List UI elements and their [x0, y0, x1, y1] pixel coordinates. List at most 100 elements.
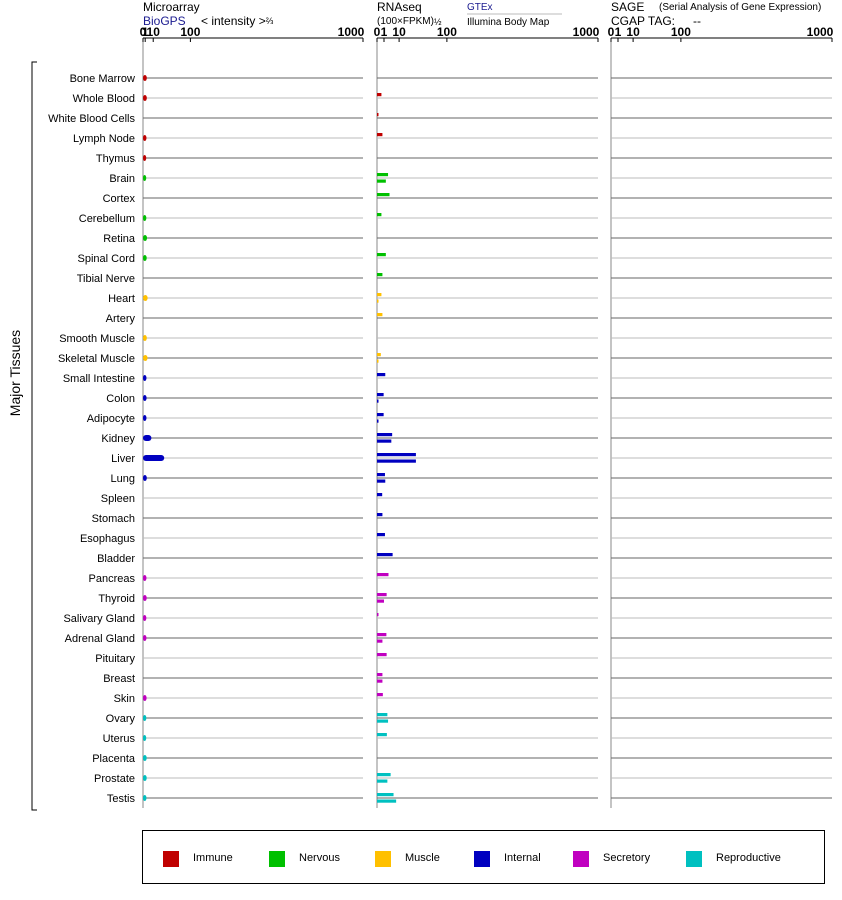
microarray-bar: [143, 595, 147, 601]
microarray-unit-exponent: ⅔: [265, 16, 274, 26]
microarray-bar: [143, 415, 147, 421]
microarray-bar: [143, 75, 147, 81]
rnaseq-ibm-bar: [377, 459, 416, 463]
rnaseq-gtex-bar: [377, 273, 383, 277]
microarray-bar: [143, 335, 147, 341]
rnaseq-unit-text: (100×FPKM): [377, 16, 434, 27]
rnaseq-gtex-bar: [377, 653, 387, 657]
rnaseq-tick-label-0: 0: [374, 25, 381, 39]
rnaseq-gtex-bar: [377, 453, 416, 457]
tissue-label: Stomach: [92, 513, 135, 525]
rnaseq-gtex-bar: [377, 393, 384, 397]
biogps-link[interactable]: BioGPS: [143, 14, 186, 28]
tissue-label: Adrenal Gland: [65, 633, 135, 645]
rnaseq-ibm-bar: [377, 779, 388, 783]
rnaseq-gtex-bar: [377, 433, 393, 437]
tissue-label: Lymph Node: [73, 133, 135, 145]
microarray-bar: [143, 155, 147, 161]
rnaseq-gtex-bar: [377, 533, 385, 537]
microarray-tick-label-0: 0: [140, 25, 147, 39]
rnaseq-ibm-bar: [377, 359, 379, 363]
legend-swatch-immune: [163, 851, 179, 867]
rnaseq-tick-label-1000: 1000: [573, 25, 600, 39]
tissue-label: Small Intestine: [63, 373, 135, 385]
major-tissues-bracket: [31, 61, 37, 811]
rnaseq-gtex-bar: [377, 173, 389, 177]
sage-tick-label-1000: 1000: [807, 25, 834, 39]
legend-swatch-internal: [474, 851, 490, 867]
rnaseq-gtex-bar: [377, 313, 383, 317]
rnaseq-gtex-bar: [377, 293, 382, 297]
rnaseq-gtex-bar: [377, 213, 382, 217]
rnaseq-gtex-bar: [377, 613, 379, 617]
microarray-bar: [143, 615, 147, 621]
tissue-label: Kidney: [101, 433, 135, 445]
rnaseq-ibm-bar: [377, 679, 383, 683]
tissue-label: Colon: [106, 393, 135, 405]
tissue-label: Spinal Cord: [78, 253, 135, 265]
sage-tick-label-1: 1: [615, 25, 622, 39]
microarray-tick-label-10: 10: [147, 25, 161, 39]
legend-label-secretory: Secretory: [603, 852, 651, 864]
legend-swatch-secretory: [573, 851, 589, 867]
tissue-label: Lung: [111, 473, 135, 485]
rnaseq-gtex-bar: [377, 93, 382, 97]
tissue-label: Artery: [106, 313, 136, 325]
microarray-bar: [143, 355, 148, 361]
rnaseq-gtex-bar: [377, 693, 383, 697]
tissue-label: Salivary Gland: [63, 613, 135, 625]
rnaseq-unit: (100×FPKM)½: [377, 15, 441, 29]
legend-label-nervous: Nervous: [299, 852, 340, 864]
sage-tick-label-10: 10: [626, 25, 640, 39]
tissue-label: Retina: [103, 233, 136, 245]
microarray-bar: [143, 695, 147, 701]
tissue-label: Bone Marrow: [70, 73, 135, 85]
microarray-bar: [143, 635, 147, 641]
microarray-bar: [143, 95, 147, 101]
sage-title: SAGE: [611, 0, 645, 14]
microarray-bar: [143, 295, 148, 301]
cgap-tag-value: --: [693, 14, 701, 28]
rnaseq-ibm-bar: [377, 419, 379, 423]
microarray-title: Microarray: [143, 0, 200, 14]
rnaseq-ibm-bar: [377, 179, 386, 183]
tissue-label: Heart: [108, 293, 135, 305]
rnaseq-gtex-bar: [377, 773, 391, 777]
rnaseq-gtex-bar: [377, 673, 383, 677]
tissue-label: Liver: [111, 453, 135, 465]
microarray-bar: [143, 775, 147, 781]
rnaseq-title: RNAseq: [377, 0, 422, 14]
rnaseq-gtex-bar: [377, 713, 388, 717]
microarray-tick-label-1: 1: [142, 25, 149, 39]
rnaseq-ibm-bar: [377, 439, 392, 443]
tissue-label: Spleen: [101, 493, 135, 505]
legend-swatch-muscle: [375, 851, 391, 867]
legend-label-reproductive: Reproductive: [716, 852, 781, 864]
rnaseq-gtex-bar: [377, 733, 387, 737]
tissue-label: Ovary: [106, 713, 136, 725]
tissue-label: Skin: [114, 693, 135, 705]
tissue-label: Cortex: [103, 193, 136, 205]
tissue-label: Bladder: [97, 553, 135, 565]
microarray-bar: [143, 215, 147, 221]
sage-tick-label-0: 0: [608, 25, 615, 39]
tissue-label: Smooth Muscle: [59, 333, 135, 345]
illumina-link[interactable]: Illumina Body Map: [467, 17, 550, 28]
tissue-label: Breast: [103, 673, 135, 685]
tissue-label: Whole Blood: [73, 93, 135, 105]
microarray-bar: [143, 255, 147, 261]
tissue-label: Prostate: [94, 773, 135, 785]
gtex-link[interactable]: GTEx: [467, 2, 493, 13]
microarray-bar: [143, 235, 148, 241]
tissue-label: Skeletal Muscle: [58, 353, 135, 365]
legend-label-internal: Internal: [504, 852, 541, 864]
sage-subtitle: (Serial Analysis of Gene Expression): [659, 2, 822, 13]
microarray-bar: [143, 795, 147, 801]
rnaseq-ibm-bar: [377, 399, 379, 403]
microarray-bar: [143, 715, 147, 721]
rnaseq-ibm-bar: [377, 599, 384, 603]
rnaseq-gtex-bar: [377, 473, 385, 477]
microarray-bar: [143, 475, 147, 481]
rnaseq-gtex-bar: [377, 413, 384, 417]
microarray-bar: [143, 135, 147, 141]
